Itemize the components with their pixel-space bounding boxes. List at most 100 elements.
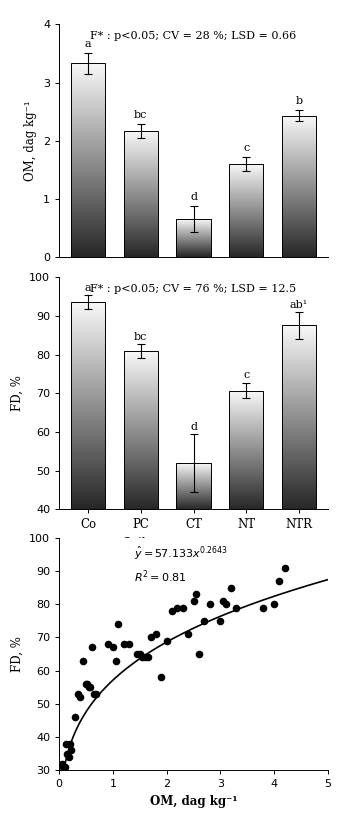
Bar	[71, 438, 105, 439]
Bar	[71, 410, 105, 411]
Bar	[71, 437, 105, 438]
Bar	[282, 460, 316, 461]
Bar	[282, 478, 316, 479]
Point	[90, 641, 95, 654]
Bar	[71, 411, 105, 412]
Text: $R^2 = 0.81$: $R^2 = 0.81$	[135, 568, 187, 584]
Bar	[282, 451, 316, 452]
Bar	[71, 355, 105, 356]
Bar	[282, 495, 316, 496]
Bar	[71, 416, 105, 417]
Bar	[282, 446, 316, 447]
Bar	[282, 465, 316, 466]
Bar	[71, 429, 105, 430]
Bar	[71, 69, 105, 70]
Bar	[71, 388, 105, 390]
Bar	[71, 209, 105, 210]
Bar	[71, 152, 105, 153]
Bar	[71, 115, 105, 116]
Bar	[71, 167, 105, 168]
Bar	[71, 507, 105, 509]
Bar	[71, 118, 105, 120]
Point	[65, 747, 70, 760]
Bar	[71, 131, 105, 132]
Text: d: d	[190, 421, 197, 432]
Bar	[282, 444, 316, 445]
Bar	[71, 476, 105, 478]
Bar	[71, 322, 105, 323]
Bar	[71, 212, 105, 214]
Point	[223, 597, 228, 610]
Point	[282, 562, 288, 575]
Bar	[71, 440, 105, 441]
Bar	[71, 147, 105, 148]
Bar	[282, 473, 316, 474]
Bar	[282, 500, 316, 501]
Point	[83, 677, 89, 690]
Bar	[71, 375, 105, 376]
Bar	[71, 194, 105, 195]
Bar	[282, 336, 316, 337]
Bar	[71, 165, 105, 167]
Bar	[282, 354, 316, 355]
Bar	[71, 133, 105, 134]
Bar	[282, 490, 316, 491]
Bar	[282, 409, 316, 410]
Bar	[71, 205, 105, 206]
Text: c: c	[243, 143, 249, 152]
Bar	[282, 475, 316, 476]
Bar	[71, 381, 105, 382]
Bar	[71, 106, 105, 107]
Bar	[71, 91, 105, 92]
Bar	[282, 396, 316, 397]
Bar	[282, 412, 316, 413]
Bar	[71, 341, 105, 342]
Bar	[282, 472, 316, 473]
Bar	[71, 216, 105, 217]
Bar	[282, 431, 316, 432]
Bar	[71, 246, 105, 247]
Bar	[282, 349, 316, 350]
Bar	[71, 365, 105, 367]
Bar	[71, 155, 105, 156]
Bar	[71, 186, 105, 187]
Bar	[71, 443, 105, 444]
Bar	[282, 366, 316, 367]
Bar	[282, 496, 316, 497]
Bar	[71, 395, 105, 397]
Bar	[282, 445, 316, 446]
Point	[180, 601, 186, 615]
Bar	[71, 385, 105, 386]
Bar	[71, 193, 105, 194]
Bar	[71, 139, 105, 141]
Bar	[71, 117, 105, 118]
Bar	[71, 344, 105, 345]
Bar	[282, 486, 316, 487]
Bar	[282, 375, 316, 376]
Bar	[282, 341, 316, 342]
Bar	[282, 325, 316, 327]
Bar	[71, 352, 105, 353]
Bar	[71, 383, 105, 384]
Bar	[282, 476, 316, 478]
Point	[277, 575, 282, 588]
Bar	[282, 447, 316, 449]
Bar	[282, 488, 316, 489]
Bar	[71, 195, 105, 196]
Bar	[71, 81, 105, 82]
Bar	[282, 370, 316, 371]
Bar	[71, 233, 105, 235]
Bar	[71, 398, 105, 399]
Bar	[71, 406, 105, 407]
Bar	[71, 184, 105, 185]
Bar	[282, 428, 316, 429]
Bar	[282, 371, 316, 372]
Point	[62, 760, 67, 773]
Bar	[71, 399, 105, 401]
Bar	[71, 390, 105, 391]
Bar	[71, 372, 105, 374]
Bar	[71, 71, 105, 72]
Bar	[282, 394, 316, 395]
Bar	[71, 487, 105, 489]
Bar	[71, 467, 105, 468]
